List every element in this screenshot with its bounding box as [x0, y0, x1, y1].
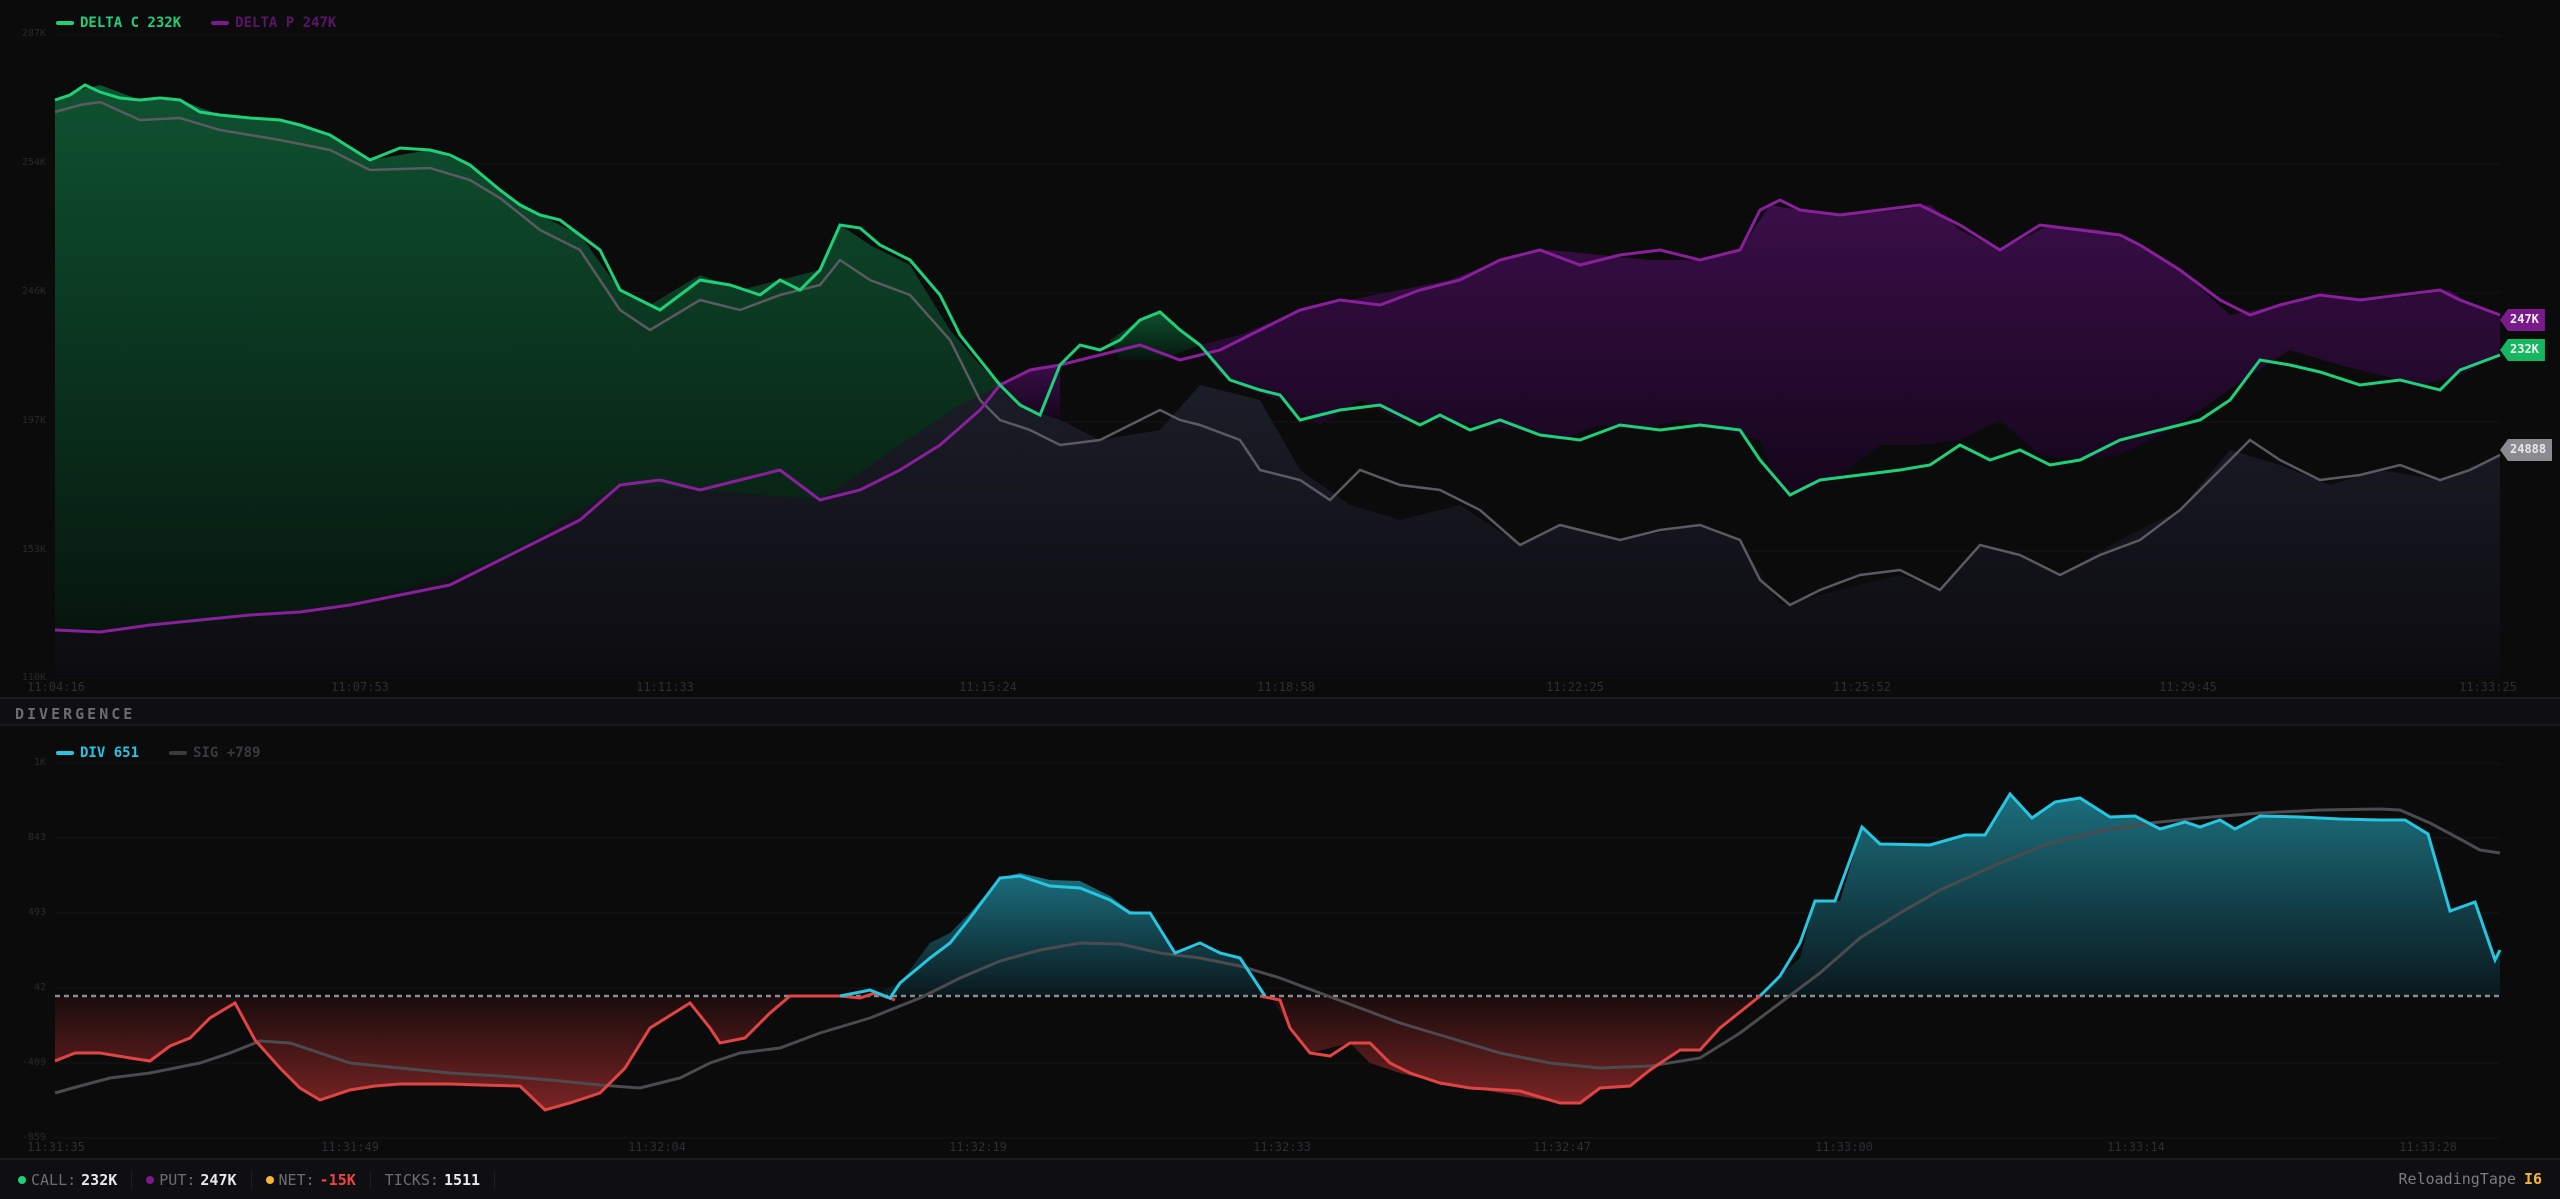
y-tick: 197K	[21, 415, 46, 426]
brand-label: ReloadingTape I6	[2399, 1170, 2542, 1188]
y-tick: 493	[27, 907, 46, 918]
legend-div-label: DIV 651	[80, 745, 140, 761]
x-tick: 11:22:25	[1546, 680, 1604, 694]
div-swatch	[56, 751, 74, 755]
x-tick: 11:32:47	[1533, 1140, 1591, 1154]
underlying-price-tag: 24888	[2500, 439, 2553, 461]
y-tick: 843	[27, 832, 46, 843]
x-tick: 11:33:00	[1815, 1140, 1873, 1154]
status-call: CALL: 232K	[18, 1170, 133, 1189]
x-tick: 11:15:24	[959, 680, 1017, 694]
status-put: PUT: 247K	[146, 1170, 252, 1189]
call-label: CALL:	[31, 1170, 77, 1189]
x-tick: 11:31:35	[27, 1140, 85, 1154]
y-tick: 110K	[21, 672, 46, 683]
x-tick: 11:33:28	[2399, 1140, 2457, 1154]
status-bar: CALL: 232K PUT: 247K NET: -15K TICKS: 15…	[0, 1158, 2560, 1199]
x-tick: 11:33:25	[2459, 680, 2517, 694]
x-tick: 11:32:19	[949, 1140, 1007, 1154]
put-dot-icon	[146, 1175, 155, 1184]
x-tick: 11:29:45	[2159, 680, 2217, 694]
sig-swatch	[169, 751, 188, 755]
y-tick: 153K	[21, 544, 46, 555]
divergence-chart-pane[interactable]: DIV 651 SIG +789 1K 843 493 42 -409 -859…	[0, 728, 2560, 1158]
delta-put-swatch	[211, 21, 230, 25]
brand-name: ReloadingTape	[2398, 1170, 2516, 1188]
y-tick: 246K	[21, 286, 46, 297]
status-ticks: TICKS: 1511	[384, 1170, 496, 1189]
put-value: 247K	[200, 1170, 237, 1189]
x-tick: 11:04:16	[27, 680, 85, 694]
net-dot-icon	[265, 1175, 274, 1184]
main-chart-pane[interactable]: DELTA C 232K DELTA P 247K 287K 254K 246K…	[0, 0, 2560, 694]
put-label: PUT:	[159, 1170, 196, 1189]
y-tick: 254K	[21, 157, 46, 168]
y-tick: 287K	[21, 28, 46, 39]
divergence-chart-svg[interactable]	[0, 728, 2560, 1158]
x-tick: 11:25:52	[1833, 680, 1891, 694]
status-net: NET: -15K	[265, 1170, 371, 1189]
legend-sig[interactable]: SIG +789	[169, 745, 260, 761]
divergence-legend: DIV 651 SIG +789	[56, 745, 260, 761]
y-tick: -859	[21, 1132, 46, 1143]
ticks-value: 1511	[443, 1170, 481, 1189]
x-tick: 11:32:33	[1253, 1140, 1311, 1154]
x-tick: 11:32:04	[628, 1140, 686, 1154]
main-legend: DELTA C 232K DELTA P 247K	[56, 15, 336, 31]
brand-suffix: I6	[2523, 1170, 2542, 1188]
divergence-title: DIVERGENCE	[15, 705, 136, 723]
x-tick: 11:11:33	[636, 680, 694, 694]
x-tick: 11:31:49	[321, 1140, 379, 1154]
ticks-label: TICKS:	[384, 1170, 439, 1189]
y-tick: 1K	[33, 757, 46, 768]
legend-delta-put-label: DELTA P 247K	[235, 15, 337, 31]
call-value: 232K	[81, 1170, 118, 1189]
call-price-tag: 232K	[2500, 339, 2545, 361]
legend-div[interactable]: DIV 651	[56, 745, 139, 761]
legend-delta-put[interactable]: DELTA P 247K	[211, 15, 336, 31]
call-dot-icon	[18, 1175, 26, 1184]
x-tick: 11:07:53	[331, 680, 389, 694]
legend-delta-call[interactable]: DELTA C 232K	[56, 15, 181, 31]
x-tick: 11:18:58	[1257, 680, 1315, 694]
legend-sig-label: SIG +789	[193, 745, 261, 761]
y-tick: 42	[33, 982, 46, 993]
put-price-tag: 247K	[2500, 309, 2545, 331]
delta-chart-svg[interactable]	[0, 0, 2560, 694]
delta-call-swatch	[56, 21, 74, 25]
net-label: NET:	[278, 1170, 315, 1189]
legend-delta-call-label: DELTA C 232K	[80, 15, 182, 31]
divergence-section-header: DIVERGENCE	[0, 697, 2560, 726]
x-tick: 11:33:14	[2107, 1140, 2165, 1154]
y-tick: -409	[21, 1057, 46, 1068]
net-value: -15K	[319, 1170, 356, 1189]
